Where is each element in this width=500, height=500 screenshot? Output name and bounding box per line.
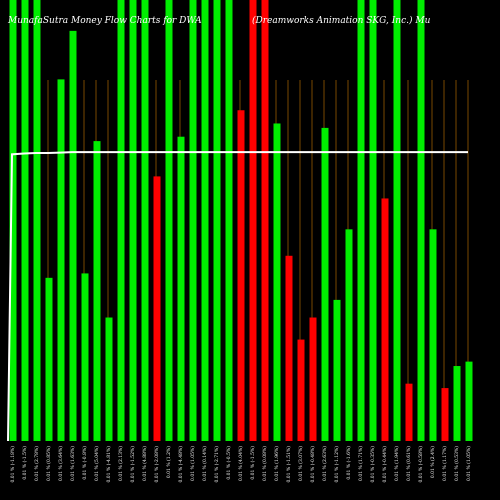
bar-3 bbox=[33, 0, 41, 441]
bar-20 bbox=[237, 110, 245, 441]
x-tick-label: 0.01 % (-1.6%) bbox=[345, 446, 352, 480]
x-tick-label: 0.01 % (2.63%) bbox=[321, 446, 328, 481]
x-tick-label: 0.01 % (1.71%) bbox=[357, 446, 364, 481]
bar-35 bbox=[417, 0, 425, 441]
x-tick-label: 0.01 % (-0.5%) bbox=[225, 446, 232, 480]
x-tick-label: 0.01 % (-2.08%) bbox=[153, 446, 160, 483]
bar-38 bbox=[453, 366, 461, 441]
bar-34 bbox=[405, 383, 413, 441]
x-tick-label: 0.01 % (-1.5%) bbox=[21, 446, 28, 480]
x-tick-label: 0.01 % (-0.48%) bbox=[309, 446, 316, 483]
title-area: MunafaSutra Money Flow Charts for DWA (D… bbox=[7, 15, 431, 26]
bar-36 bbox=[429, 229, 437, 441]
bar-6 bbox=[69, 30, 77, 442]
chart-title: MunafaSutra Money Flow Charts for DWA bbox=[7, 16, 202, 26]
bar-18 bbox=[213, 0, 221, 441]
average-line bbox=[7, 151, 468, 442]
bar-17 bbox=[201, 0, 209, 441]
bar-10 bbox=[117, 0, 125, 441]
x-tick-label: 0.01 % (1.63%) bbox=[69, 446, 76, 481]
x-tick-label: 0.01 % (-0.58%) bbox=[417, 446, 424, 483]
x-tick-label: 0.01 % (-1.5%) bbox=[249, 446, 256, 480]
bar-16 bbox=[189, 0, 197, 441]
bar-7 bbox=[81, 273, 89, 441]
x-tick-label: 0.01 % (-2.71%) bbox=[213, 446, 220, 483]
bar-21 bbox=[249, 0, 257, 441]
x-tick-label: 0.01 % (1.2%) bbox=[165, 446, 172, 478]
bar-28 bbox=[333, 299, 341, 441]
bar-9 bbox=[105, 317, 113, 441]
x-tick-label: 0.01 % (2.4%) bbox=[429, 446, 436, 478]
bars bbox=[9, 0, 473, 442]
x-tick-label: 0.01 % (1.05%) bbox=[189, 446, 196, 481]
bar-4 bbox=[45, 277, 53, 441]
bar-26 bbox=[309, 317, 317, 441]
x-tick-label: 0.01 % (-1.51%) bbox=[285, 446, 292, 483]
x-tick-label: 0.01 % (0.14%) bbox=[201, 446, 208, 481]
chart-subtitle: (Dreamworks Animation SKG, Inc.) Mu bbox=[252, 15, 431, 26]
x-tick-label: 0.01 % (5.04%) bbox=[93, 446, 100, 481]
x-tick-label: 0.01 % (3.07%) bbox=[297, 446, 304, 481]
x-tick-label: 0.01 % (2.78%) bbox=[33, 446, 40, 481]
bar-19 bbox=[225, 0, 233, 441]
bar-15 bbox=[177, 136, 185, 441]
x-tick-label: 0.01 % (-1.18%) bbox=[9, 446, 16, 483]
x-tick-label: 0.01 % (1.05%) bbox=[465, 446, 472, 481]
average-line-path bbox=[7, 151, 468, 442]
bar-14 bbox=[165, 0, 173, 441]
x-tick-label: 0.01 % (0.53%) bbox=[453, 446, 460, 481]
bar-23 bbox=[273, 123, 281, 441]
x-tick-label: 0.01 % (0.61%) bbox=[405, 446, 412, 481]
x-tick-label: 0.01 % (4.04%) bbox=[237, 446, 244, 481]
x-tick-label: 0.01 % (-0.44%) bbox=[381, 446, 388, 483]
bar-27 bbox=[321, 127, 329, 441]
bar-5 bbox=[57, 79, 65, 441]
bar-25 bbox=[297, 339, 305, 441]
bar-24 bbox=[285, 255, 293, 441]
bar-12 bbox=[141, 0, 149, 441]
bar-33 bbox=[393, 0, 401, 441]
bar-11 bbox=[129, 0, 137, 441]
x-tick-label: 0.01 % (1.94%) bbox=[393, 446, 400, 481]
x-tick-label: 0.01 % (-4.48%) bbox=[177, 446, 184, 483]
x-tick-label: 0.01 % (-1.12%) bbox=[333, 446, 340, 483]
bar-37 bbox=[441, 388, 449, 441]
x-tick-label: 0.01 % (-4.81%) bbox=[105, 446, 112, 483]
bar-1 bbox=[9, 0, 17, 441]
x-tick-label: 0.01 % (1.96%) bbox=[273, 446, 280, 481]
x-tick-label: 0.01 % (-0.8%) bbox=[81, 446, 88, 480]
bar-8 bbox=[93, 141, 101, 441]
x-axis-tick-labels: 0.01 % (-1.18%) 0.01 % (-1.5%) 0.01 % (2.7… bbox=[9, 446, 472, 483]
x-tick-label: 0.01 % (-0.35%) bbox=[369, 446, 376, 483]
x-tick-label: 0.01 % (0.85%) bbox=[45, 446, 52, 481]
bar-22 bbox=[261, 0, 269, 441]
x-tick-label: 0.01 % (2.13%) bbox=[117, 446, 124, 481]
bar-29 bbox=[345, 229, 353, 441]
x-tick-label: 0.01 % (1.17%) bbox=[441, 446, 448, 481]
x-tick-label: 0.01 % (0.08%) bbox=[261, 446, 268, 481]
bar-32 bbox=[381, 198, 389, 441]
bar-2 bbox=[21, 0, 29, 441]
x-tick-label: 0.01 % (-1.52%) bbox=[129, 446, 136, 483]
bar-30 bbox=[357, 0, 365, 441]
x-tick-label: 0.01 % (4.88%) bbox=[141, 446, 148, 481]
bar-39 bbox=[465, 361, 473, 441]
bar-13 bbox=[153, 176, 161, 441]
bar-31 bbox=[369, 0, 377, 441]
x-tick-label: 0.01 % (3.64%) bbox=[57, 446, 64, 481]
